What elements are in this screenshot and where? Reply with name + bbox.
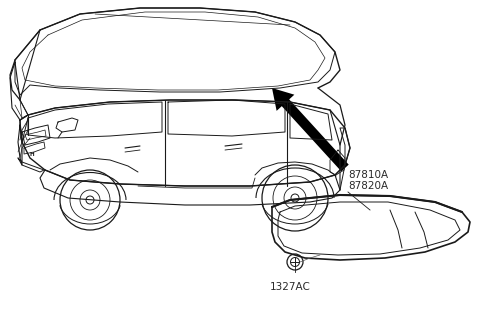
Text: H: H bbox=[30, 152, 34, 158]
Polygon shape bbox=[272, 88, 348, 171]
Text: 1327AC: 1327AC bbox=[270, 282, 311, 292]
Text: 87820A: 87820A bbox=[348, 181, 388, 191]
Text: 87810A: 87810A bbox=[348, 170, 388, 180]
